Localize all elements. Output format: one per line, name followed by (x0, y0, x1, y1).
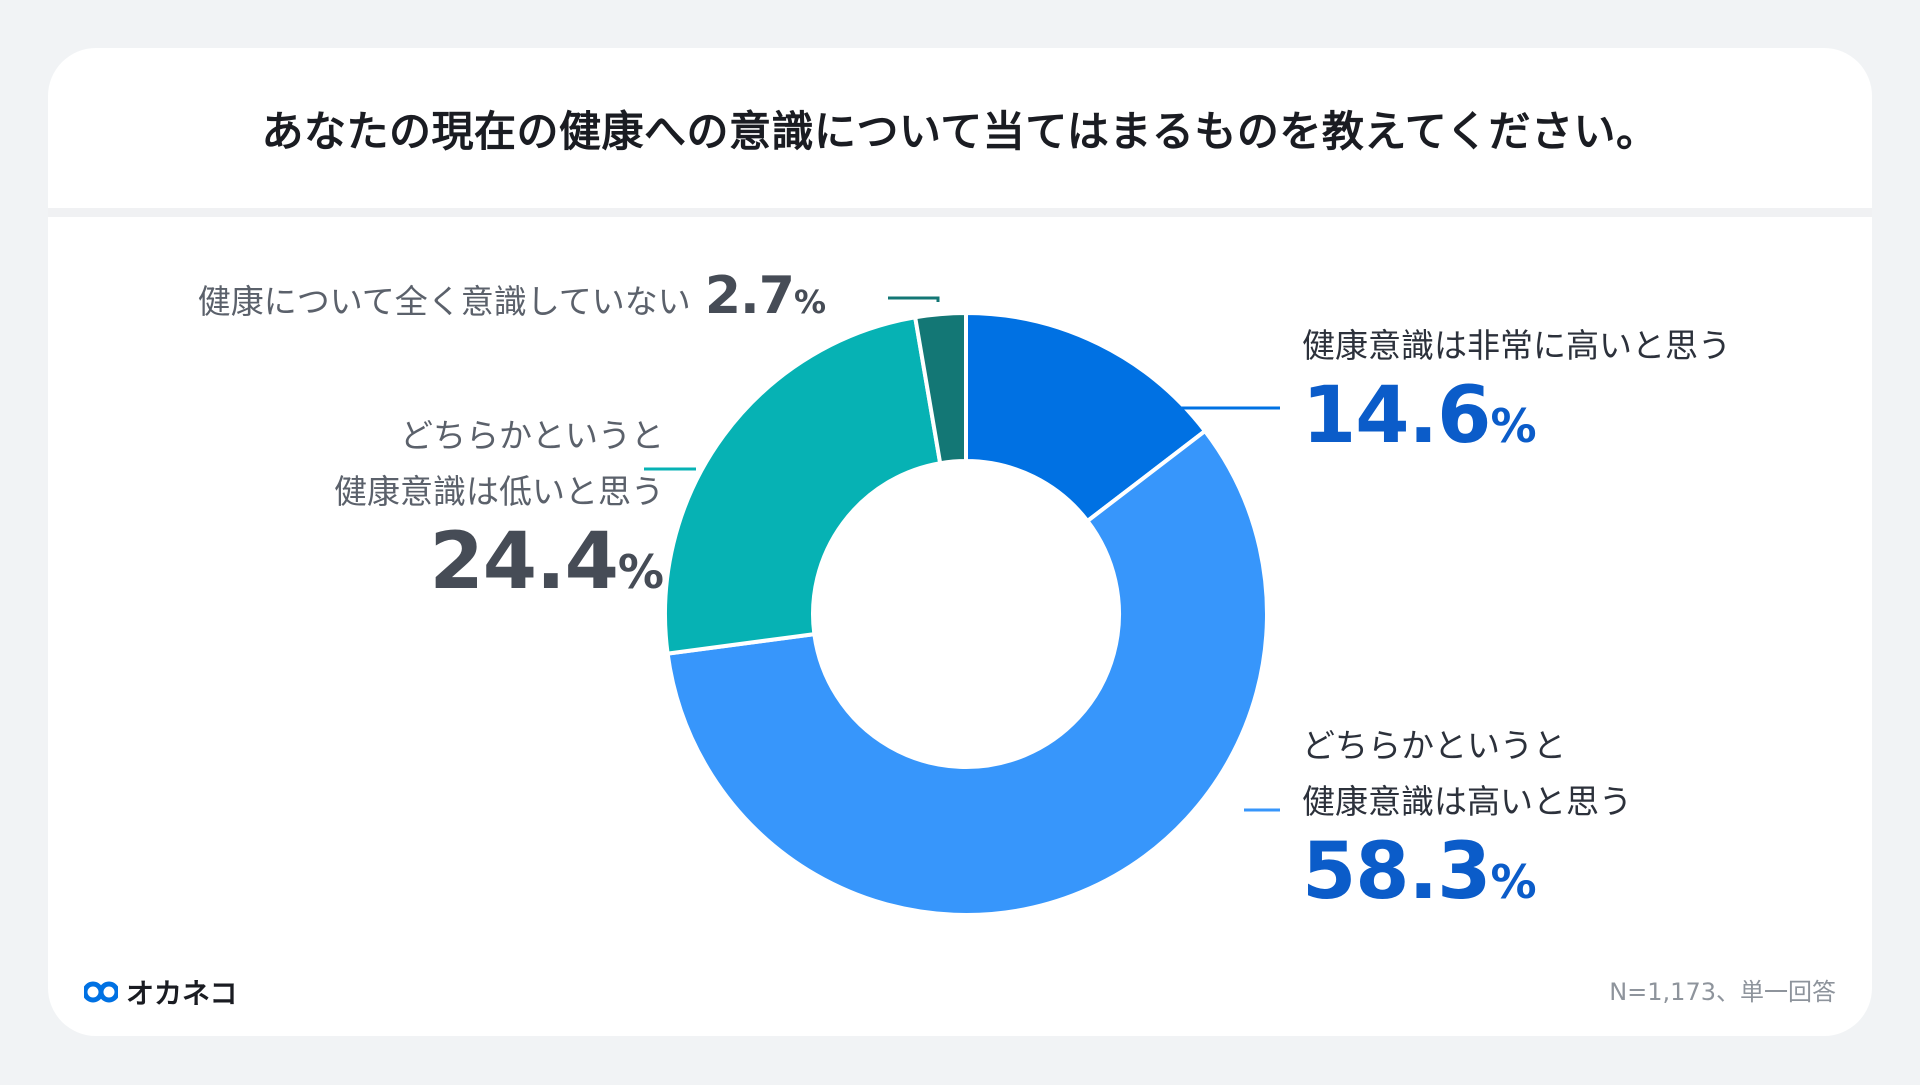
value-very-high-unit: % (1490, 399, 1537, 453)
label-somewhat-low-line-1: どちらかというと (400, 416, 664, 455)
value-somewhat-high-number: 58.3 (1302, 827, 1491, 917)
label-very-high-line-1: 健康意識は非常に高いと思う (1302, 326, 1731, 365)
value-somewhat-high-unit: % (1490, 855, 1537, 909)
value-not-at-all: 2.7% (705, 266, 826, 332)
value-very-high-number: 14.6 (1302, 371, 1491, 461)
value-not-at-all-unit: % (793, 283, 826, 321)
label-very-high: 健康意識は非常に高いと思う 14.6% (1302, 318, 1731, 468)
chart-card: あなたの現在の健康への意識について当てはまるものを教えてください。 健康意識は非… (48, 48, 1872, 1036)
value-somewhat-low: 24.4% (334, 520, 664, 614)
donut-slice-very-high (964, 310, 1208, 524)
donut-slice-not-at-all (912, 310, 968, 466)
leader-line-not-at-all (888, 296, 940, 302)
logo-ring-right (98, 981, 118, 1003)
sample-note: N=1,173、単一回答 (1609, 978, 1836, 1006)
label-somewhat-high: どちらかというと 健康意識は高いと思う 58.3% (1302, 718, 1632, 924)
chart-title: あなたの現在の健康への意識について当てはまるものを教えてください。 (261, 106, 1659, 156)
brand-logo: オカネコ (84, 972, 237, 1012)
label-somewhat-low: どちらかというと 健康意識は低いと思う 24.4% (334, 408, 664, 614)
donut-slice-somewhat-high (665, 428, 1269, 917)
donut-slice-somewhat-low (663, 315, 943, 656)
label-somewhat-high-line-1: どちらかというと (1302, 726, 1566, 765)
value-somewhat-low-unit: % (617, 545, 664, 599)
label-somewhat-high-line-2: 健康意識は高いと思う (1302, 782, 1632, 821)
label-not-at-all-text: 健康について全く意識していない (197, 282, 691, 321)
title-divider (48, 208, 1872, 217)
brand-logo-icon (84, 981, 118, 1003)
value-very-high: 14.6% (1302, 374, 1731, 468)
label-somewhat-low-text: どちらかというと 健康意識は低いと思う (334, 408, 664, 520)
brand-logo-text: オカネコ (126, 977, 238, 1010)
label-somewhat-high-text: どちらかというと 健康意識は高いと思う (1302, 718, 1632, 830)
value-somewhat-high: 58.3% (1302, 830, 1632, 924)
label-not-at-all: 健康について全く意識していない 2.7% (198, 266, 826, 332)
label-very-high-text: 健康意識は非常に高いと思う (1302, 318, 1731, 374)
value-not-at-all-number: 2.7 (704, 266, 795, 326)
donut-chart (644, 296, 1280, 917)
label-somewhat-low-line-2: 健康意識は低いと思う (334, 472, 664, 511)
value-somewhat-low-number: 24.4 (429, 517, 618, 607)
